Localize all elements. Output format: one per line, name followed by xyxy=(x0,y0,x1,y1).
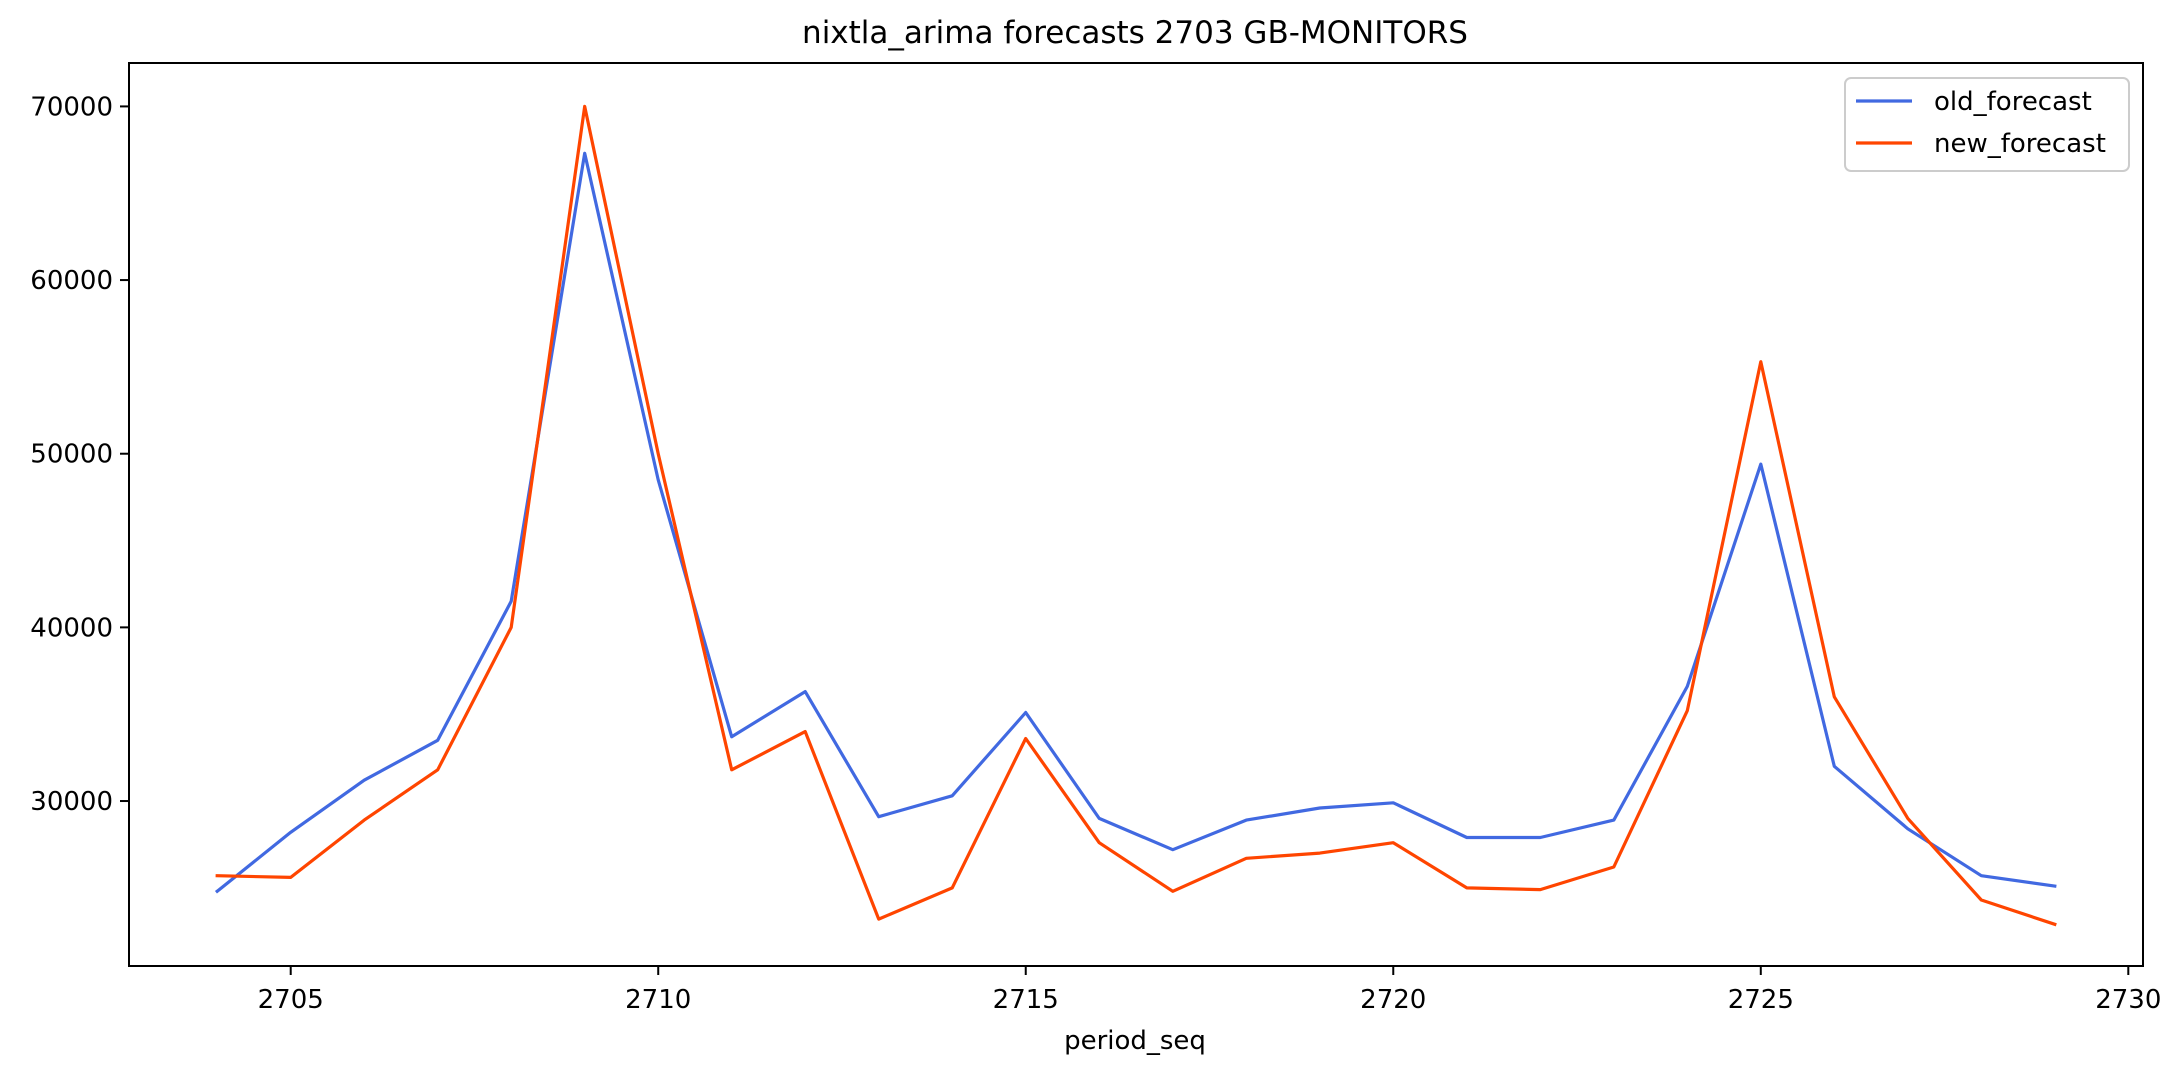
x-axis-ticks: 2705 2710 2715 2720 2725 2730 xyxy=(258,966,2161,1015)
plot-area xyxy=(214,104,2057,927)
legend-label-new_forecast: new_forecast xyxy=(1934,129,2106,159)
x-tick-label: 2725 xyxy=(1728,985,1794,1015)
chart-title: nixtla_arima forecasts 2703 GB-MONITORS xyxy=(802,15,1468,51)
x-tick-label: 2730 xyxy=(2095,985,2161,1015)
y-tick-label: 50000 xyxy=(30,440,113,470)
y-tick-label: 70000 xyxy=(30,92,113,122)
y-tick-label: 60000 xyxy=(30,266,113,296)
series-line-old_forecast xyxy=(214,151,2057,894)
x-tick-label: 2720 xyxy=(1360,985,1426,1015)
x-axis-label: period_seq xyxy=(1064,1026,1206,1056)
legend: old_forecast new_forecast xyxy=(1844,77,2130,172)
legend-box xyxy=(1844,77,2130,172)
y-axis-ticks: 30000 40000 50000 60000 70000 xyxy=(30,92,129,817)
x-tick-label: 2705 xyxy=(258,985,324,1015)
x-tick-label: 2710 xyxy=(625,985,691,1015)
series-line-new_forecast xyxy=(215,104,2057,927)
legend-items: old_forecast new_forecast xyxy=(1856,87,2106,159)
y-tick-label: 30000 xyxy=(30,787,113,817)
plot-frame xyxy=(128,62,2144,967)
y-tick-label: 40000 xyxy=(30,613,113,643)
x-tick-label: 2715 xyxy=(993,985,1059,1015)
legend-label-old_forecast: old_forecast xyxy=(1934,87,2092,117)
